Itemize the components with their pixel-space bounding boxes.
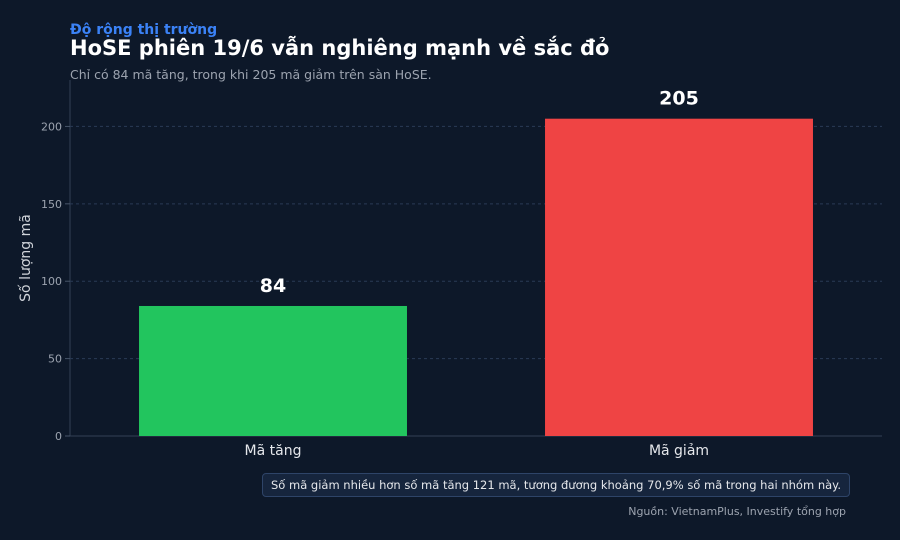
bar-value-label: 205 <box>659 88 699 110</box>
x-tick-label: Mã giảm <box>649 443 709 459</box>
bar-value-label: 84 <box>260 275 286 297</box>
source-note: Nguồn: VietnamPlus, Investify tổng hợp <box>628 505 846 518</box>
chart-kicker: Độ rộng thị trường <box>70 22 218 38</box>
y-tick-label: 150 <box>41 198 62 211</box>
y-tick-label: 100 <box>41 275 62 288</box>
y-tick-label: 200 <box>41 120 62 133</box>
bar <box>139 305 407 436</box>
y-axis-title: Số lượng mã <box>17 214 34 302</box>
chart-title: HoSE phiên 19/6 vẫn nghiêng mạnh về sắc … <box>70 36 610 60</box>
chart-subtitle: Chỉ có 84 mã tăng, trong khi 205 mã giảm… <box>70 67 432 82</box>
y-tick-label: 50 <box>48 353 62 366</box>
x-tick-label: Mã tăng <box>245 443 302 459</box>
bar <box>545 118 813 437</box>
annotation-box: Số mã giảm nhiều hơn số mã tăng 121 mã, … <box>262 473 850 497</box>
y-tick-label: 0 <box>55 430 62 443</box>
